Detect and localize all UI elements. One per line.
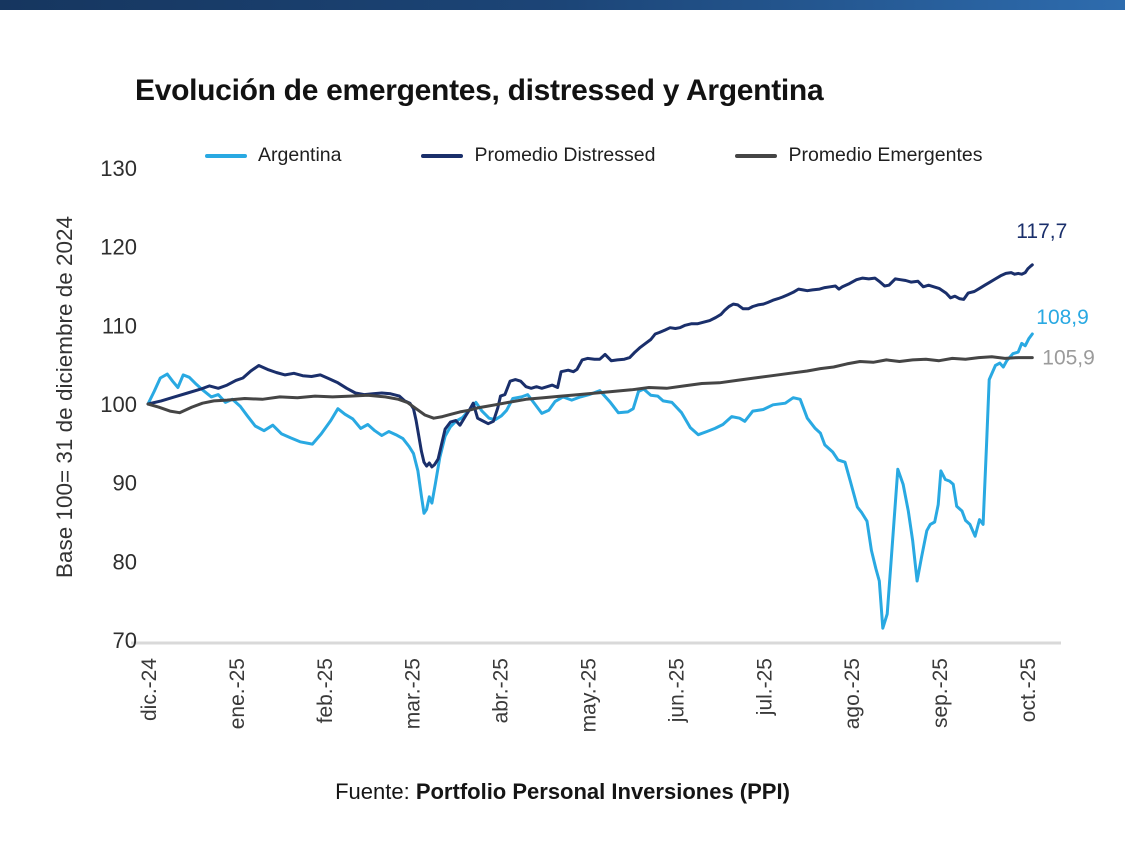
y-tick-label: 90: [113, 471, 137, 496]
y-axis-title: Base 100= 31 de diciembre de 2024: [52, 216, 77, 578]
legend-label-promedio-distressed: Promedio Distressed: [474, 144, 656, 166]
y-tick-label: 110: [102, 313, 137, 338]
x-tick-label: ene.-25: [226, 658, 249, 729]
x-tick-label: jun.-25: [665, 658, 688, 723]
y-tick-label: 130: [100, 156, 137, 181]
legend-line-swatch-promedio-distressed: [421, 153, 464, 158]
x-tick-label: mar.-25: [402, 658, 425, 729]
series-end-label-argentina: 108,9: [1036, 306, 1089, 329]
x-tick-label: may.-25: [578, 658, 601, 732]
x-tick-label: dic.-24: [138, 658, 161, 721]
x-tick-label: abr.-25: [490, 658, 513, 723]
y-tick-label: 120: [100, 235, 137, 260]
x-tick-label: feb.-25: [314, 658, 337, 723]
legend-label-promedio-emergentes: Promedio Emergentes: [788, 144, 983, 166]
x-tick-label: sep.-25: [929, 658, 952, 728]
legend-item-promedio-emergentes: Promedio Emergentes: [735, 144, 982, 167]
x-tick-label: jul.-25: [753, 658, 776, 716]
top-accent-bar: [0, 0, 1125, 10]
legend-label-argentina: Argentina: [258, 144, 342, 166]
line-chart: 70 80 90 100 110 120 130 Base 100= 31 de diciem…: [52, 156, 1095, 732]
chart-title: Evolución de emergentes, distressed y Ar…: [135, 74, 824, 107]
y-tick-label: 70: [113, 628, 137, 653]
series-line-promedio-distressed: [146, 263, 1034, 469]
x-tick-label: oct.-25: [1017, 658, 1040, 722]
y-tick-label: 80: [113, 549, 137, 574]
x-tick-label: ago.-25: [841, 658, 864, 729]
source-prefix: Fuente:: [335, 779, 416, 804]
y-tick-label: 100: [100, 392, 137, 417]
chart-legend: Argentina Promedio Distressed Promedio E…: [205, 144, 982, 167]
source-note: Fuente: Portfolio Personal Inversiones (…: [0, 779, 1125, 805]
legend-line-swatch-promedio-emergentes: [735, 153, 778, 158]
legend-line-swatch-argentina: [205, 153, 247, 158]
series-end-label-promedio-distressed: 117,7: [1016, 220, 1067, 243]
legend-item-promedio-distressed: Promedio Distressed: [421, 144, 655, 167]
series-line-argentina: [146, 332, 1034, 630]
series-end-label-promedio-emergentes: 105,9: [1042, 347, 1095, 370]
series-line-promedio-emergentes: [146, 355, 1034, 420]
source-name: Portfolio Personal Inversiones (PPI): [415, 779, 790, 804]
legend-item-argentina: Argentina: [205, 144, 341, 167]
